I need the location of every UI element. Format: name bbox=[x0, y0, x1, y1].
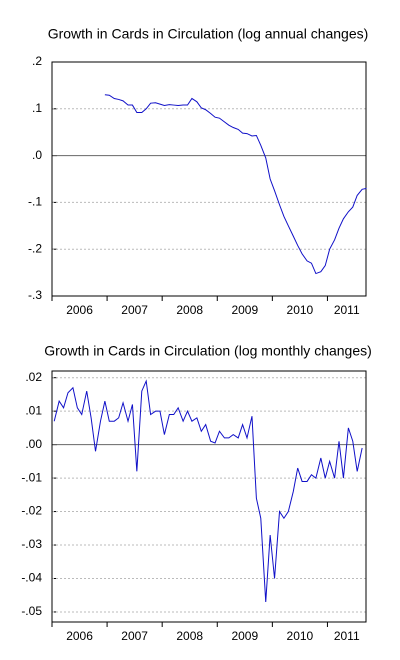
x-tick-label: 2006 bbox=[66, 303, 93, 317]
x-tick-label: 2010 bbox=[287, 303, 314, 317]
y-tick-label: -.03 bbox=[21, 537, 42, 551]
chart-title: Growth in Cards in Circulation (log annu… bbox=[48, 26, 369, 42]
x-tick-label: 2008 bbox=[176, 303, 203, 317]
y-tick-label: .00 bbox=[25, 437, 42, 451]
x-tick-label: 2010 bbox=[287, 629, 314, 643]
y-tick-label: -.1 bbox=[28, 195, 42, 209]
y-tick-label: -.04 bbox=[21, 571, 42, 585]
x-tick-label: 2007 bbox=[121, 629, 148, 643]
chart-title: Growth in Cards in Circulation (log mont… bbox=[44, 343, 372, 359]
x-tick-label: 2006 bbox=[66, 629, 93, 643]
y-tick-label: .0 bbox=[32, 148, 42, 162]
plot-frame bbox=[51, 370, 367, 623]
x-tick-label: 2009 bbox=[231, 303, 258, 317]
x-tick-label: 2011 bbox=[334, 629, 360, 643]
y-tick-label: -.02 bbox=[21, 504, 42, 518]
y-tick-label: .02 bbox=[25, 370, 42, 384]
y-tick-label: .01 bbox=[25, 403, 42, 417]
y-tick-label: -.2 bbox=[28, 241, 42, 255]
x-tick-label: 2008 bbox=[176, 629, 203, 643]
y-tick-label: .1 bbox=[32, 101, 42, 115]
plot-frame bbox=[51, 61, 367, 297]
y-tick-label: .2 bbox=[32, 54, 42, 68]
x-tick-label: 2011 bbox=[334, 303, 360, 317]
y-tick-label: -.05 bbox=[21, 604, 42, 618]
x-tick-label: 2009 bbox=[231, 629, 258, 643]
x-tick-label: 2007 bbox=[121, 303, 148, 317]
y-tick-label: -.01 bbox=[21, 470, 42, 484]
data-line bbox=[104, 94, 367, 275]
y-tick-label: -.3 bbox=[28, 288, 42, 302]
data-line bbox=[53, 379, 363, 602]
